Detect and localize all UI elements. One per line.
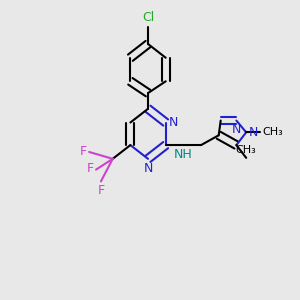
Text: N: N <box>232 124 241 136</box>
Text: CH₃: CH₃ <box>236 145 256 155</box>
Text: NH: NH <box>174 148 193 161</box>
Text: N: N <box>249 126 259 139</box>
Text: F: F <box>87 162 94 175</box>
Text: Cl: Cl <box>142 11 154 24</box>
Text: N: N <box>169 116 178 129</box>
Text: F: F <box>98 184 104 197</box>
Text: CH₃: CH₃ <box>262 127 283 137</box>
Text: N: N <box>143 162 153 175</box>
Text: F: F <box>80 146 87 158</box>
